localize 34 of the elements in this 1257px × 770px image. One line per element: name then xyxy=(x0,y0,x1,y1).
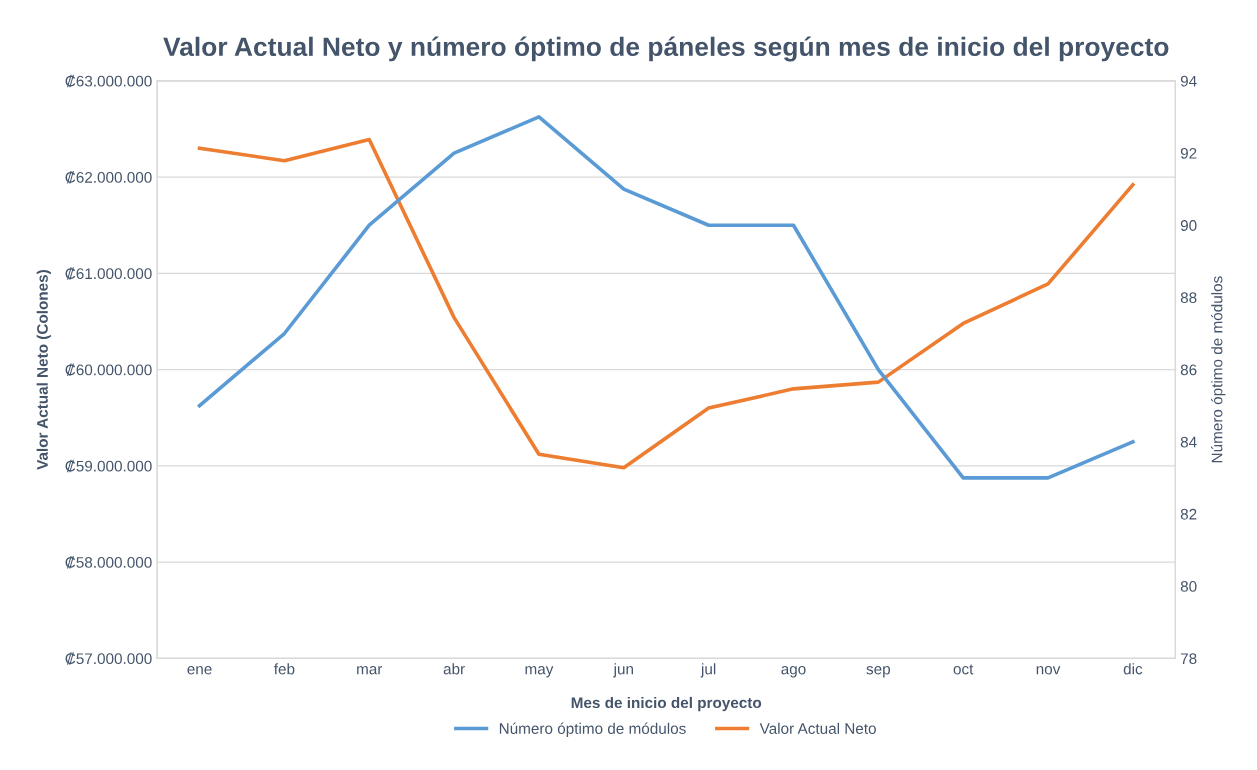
y-tick-label: ₡57.000.000 xyxy=(65,652,152,665)
y-axis-title: Valor Actual Neto (Colones) xyxy=(36,270,51,470)
y-tick-label: ₡62.000.000 xyxy=(65,171,152,184)
x-tick-label: mar xyxy=(357,666,383,675)
y-tick-label: ₡59.000.000 xyxy=(65,459,152,473)
legend-label: Número óptimo de módulos xyxy=(499,722,686,737)
x-tick-label: sep xyxy=(866,666,891,678)
y2-tick-label: 94 xyxy=(1180,75,1197,87)
x-tick-label: jul xyxy=(700,663,716,678)
y-tick-label: ₡61.000.000 xyxy=(65,267,152,280)
x-tick-label: dic xyxy=(1123,663,1143,675)
y-tick-label: ₡63.000.000 xyxy=(65,74,152,88)
chart-title: Valor Actual Neto y número óptimo de páneles según mes de inicio del proyecto xyxy=(163,36,1169,62)
x-tick-label: may xyxy=(525,666,554,678)
x-tick-label: ene xyxy=(187,666,212,675)
y2-tick-label: 80 xyxy=(1180,581,1197,592)
y-tick-label: ₡60.000.000 xyxy=(65,363,152,376)
x-tick-label: jun xyxy=(613,663,633,678)
x-tick-label: abr xyxy=(443,663,465,675)
y2-tick-label: 92 xyxy=(1180,147,1197,159)
x-tick-label: oct xyxy=(953,664,974,675)
x-tick-label: nov xyxy=(1036,666,1061,675)
y-tick-label: ₡58.000.000 xyxy=(65,556,152,569)
legend-label: Valor Actual Neto xyxy=(759,722,876,734)
y2-tick-label: 82 xyxy=(1180,508,1197,520)
y2-axis-title: Número óptimo de módulos xyxy=(1211,276,1226,463)
y2-tick-label: 90 xyxy=(1180,220,1197,231)
x-axis-title: Mes de inicio del proyecto xyxy=(571,696,762,712)
y2-tick-label: 78 xyxy=(1180,653,1197,665)
x-tick-label: feb xyxy=(274,663,295,675)
y2-tick-label: 86 xyxy=(1180,364,1197,376)
y2-tick-label: 88 xyxy=(1180,292,1197,304)
x-tick-label: ago xyxy=(781,666,806,678)
y2-tick-label: 84 xyxy=(1180,436,1197,448)
